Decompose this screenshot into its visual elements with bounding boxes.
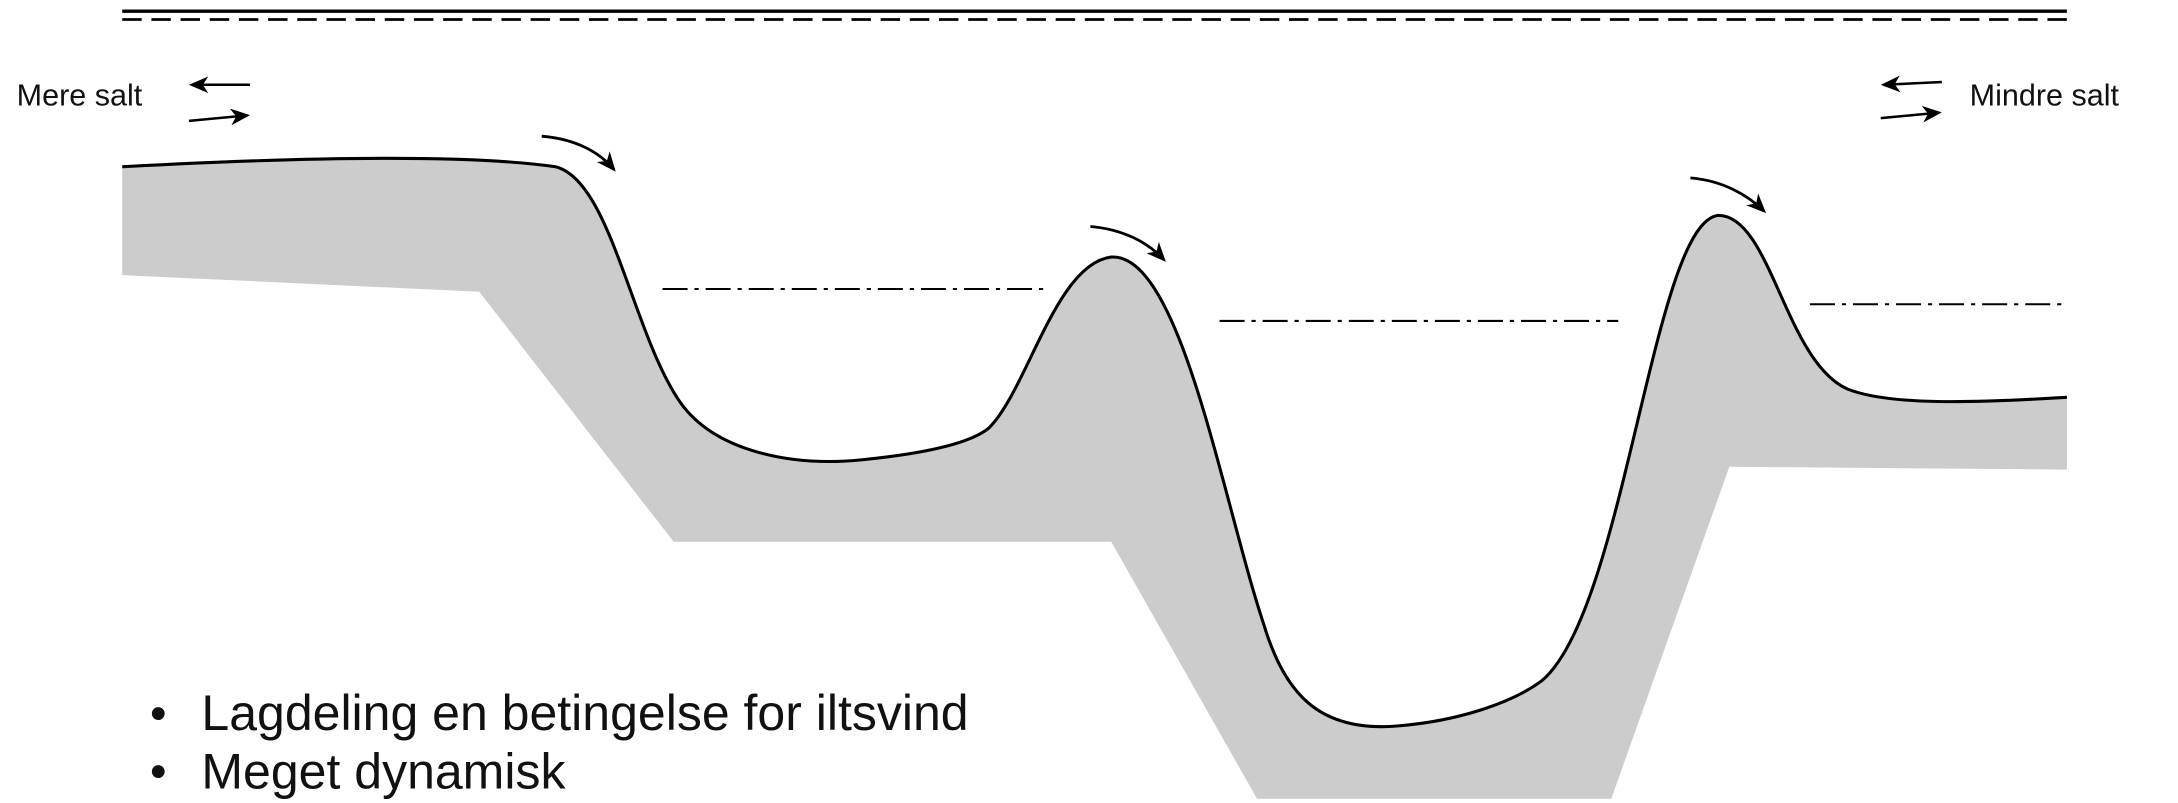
bullet-text: Meget dynamisk [201, 743, 566, 799]
halocline-lines [662, 287, 2067, 322]
bullet-dot: • [150, 687, 167, 740]
seabed-fill [122, 158, 2067, 799]
flow-arrows [188, 75, 1942, 126]
right-label: Mindre salt [1970, 78, 2120, 112]
seabed-outline [122, 156, 2067, 729]
bullet-dot: • [150, 746, 167, 799]
left-label: Mere salt [17, 78, 143, 112]
overflow-arrows [541, 134, 1767, 262]
bullet-text: Lagdeling en betingelse for iltsvind [201, 685, 968, 741]
